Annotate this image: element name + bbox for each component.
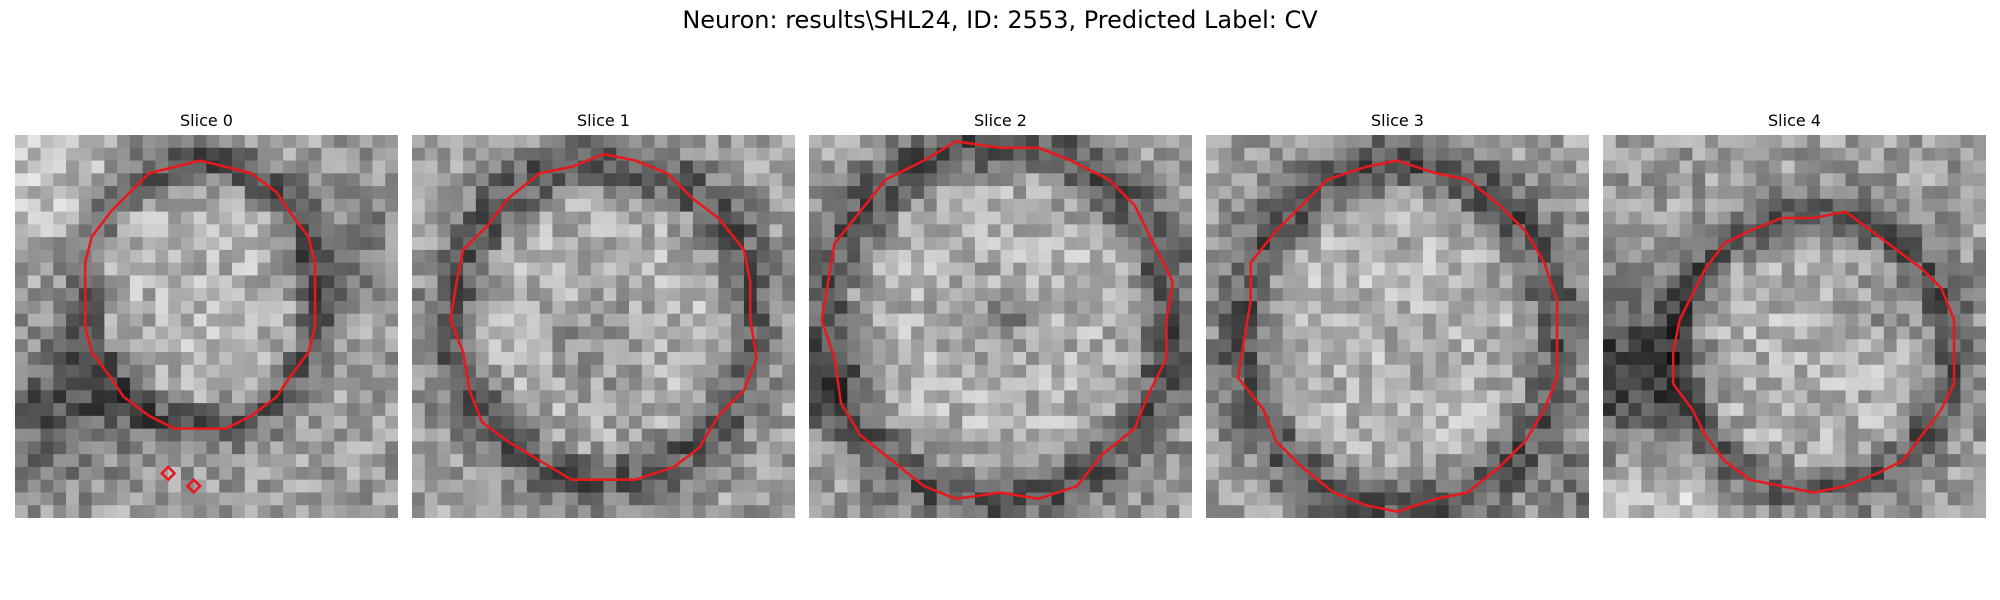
segmentation-contour <box>1236 159 1559 513</box>
slice-image <box>809 135 1192 518</box>
segmentation-contour-fragment <box>160 465 177 482</box>
slice-panel-3: Slice 3 <box>1206 110 1589 518</box>
pixel-grid <box>412 135 795 518</box>
segmentation-contour <box>449 152 758 481</box>
slice-title: Slice 1 <box>577 111 630 130</box>
slice-image <box>1206 135 1589 518</box>
segmentation-contour <box>820 140 1175 501</box>
segmentation-contour <box>1671 210 1956 494</box>
slice-title: Slice 3 <box>1371 111 1424 130</box>
segmentation-contour <box>83 159 317 430</box>
pixel-grid <box>1206 135 1589 518</box>
pixel-grid <box>1603 135 1986 518</box>
slice-image <box>15 135 398 518</box>
pixel-grid <box>809 135 1192 518</box>
pixel-grid <box>15 135 398 518</box>
slice-title: Slice 2 <box>974 111 1027 130</box>
slice-image <box>1603 135 1986 518</box>
slice-panel-2: Slice 2 <box>809 110 1192 518</box>
slice-panel-4: Slice 4 <box>1603 110 1986 518</box>
slice-panel-0: Slice 0 <box>15 110 398 518</box>
slice-panel-1: Slice 1 <box>412 110 795 518</box>
figure-title: Neuron: results\SHL24, ID: 2553, Predict… <box>682 6 1318 34</box>
segmentation-contour-fragment <box>185 477 202 495</box>
slice-title: Slice 4 <box>1768 111 1821 130</box>
slice-image <box>412 135 795 518</box>
slice-title: Slice 0 <box>180 111 233 130</box>
